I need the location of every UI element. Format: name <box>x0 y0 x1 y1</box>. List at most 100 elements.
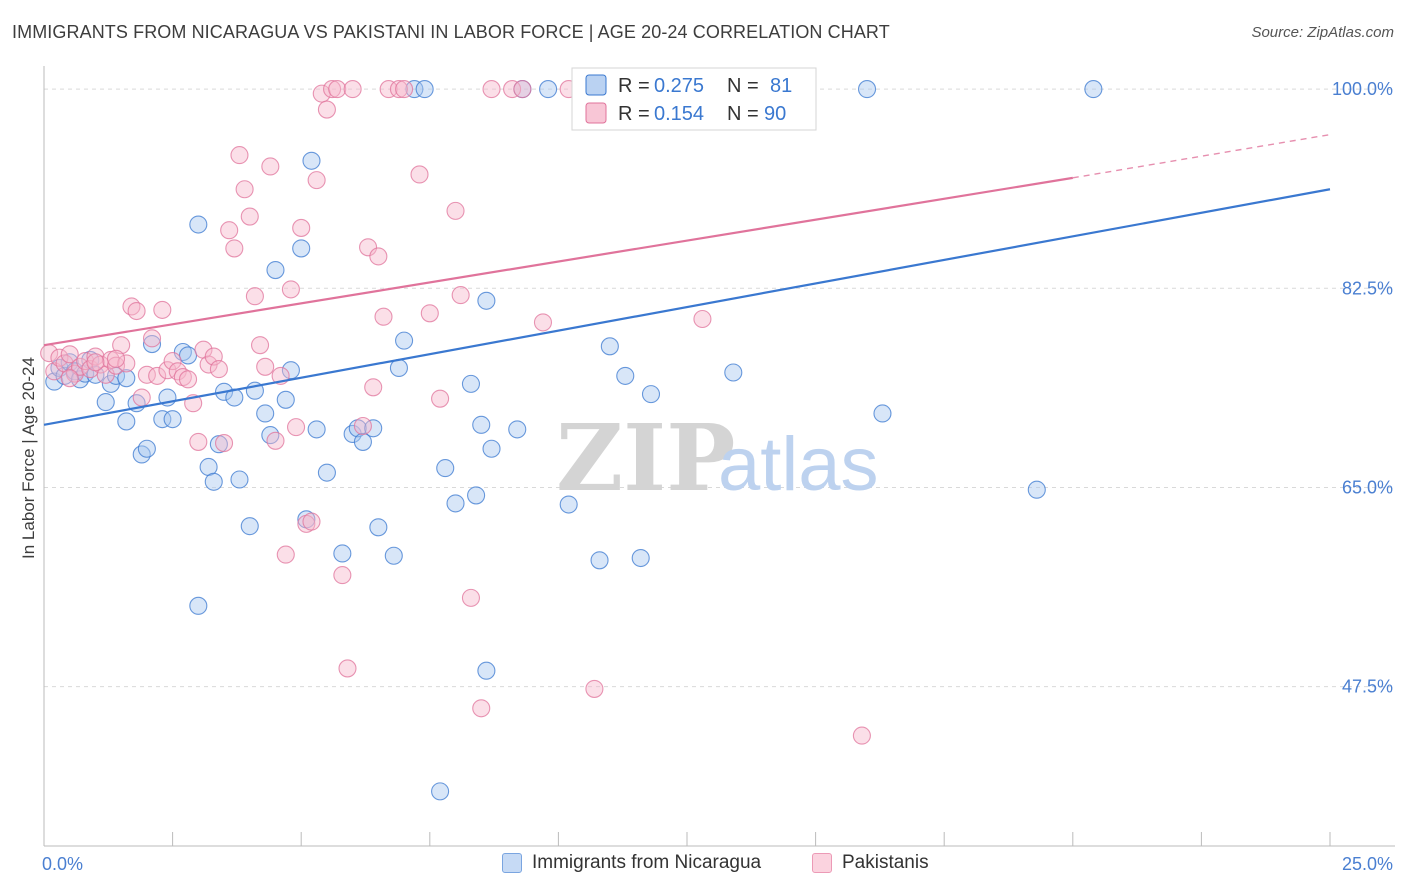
pakistani-point-59 <box>343 80 362 99</box>
nicaragua-trend-line <box>43 188 1331 426</box>
pakistani-point-36 <box>225 239 244 258</box>
nicaragua-point-35 <box>266 261 285 280</box>
nicaragua-point-49 <box>384 546 403 565</box>
nicaragua-point-41 <box>307 420 326 439</box>
pakistani-point-60 <box>353 416 372 436</box>
nicaragua-point-43 <box>333 544 352 563</box>
nicaragua-point-56 <box>446 494 465 513</box>
pakistani-point-85 <box>693 309 712 329</box>
pakistani-point-56 <box>328 80 347 99</box>
nicaragua-point-12 <box>117 369 136 388</box>
pakistani-point-2 <box>50 348 69 367</box>
pakistani-point-63 <box>369 247 388 266</box>
legend-swatch-pink <box>812 853 832 873</box>
pakistani-point-78 <box>533 313 553 332</box>
nicaragua-point-42 <box>317 463 336 482</box>
pakistani-point-29 <box>189 432 208 451</box>
nicaragua-point-36 <box>276 390 295 409</box>
pakistani-point-69 <box>420 304 439 323</box>
nicaragua-point-57 <box>461 374 481 393</box>
nicaragua-point-66 <box>559 495 578 514</box>
nicaragua-point-62 <box>482 439 501 458</box>
pakistani-point-52 <box>307 171 326 190</box>
pakistani-point-41 <box>250 336 270 355</box>
nicaragua-point-38 <box>292 239 311 258</box>
pakistani-point-27 <box>178 370 198 389</box>
pakistani-point-76 <box>503 80 522 99</box>
nicaragua-point-65 <box>539 80 558 99</box>
pakistani-point-72 <box>451 286 470 305</box>
stats-n-label-1: N = <box>727 75 759 97</box>
nicaragua-point-54 <box>431 782 450 801</box>
nicaragua-point-61 <box>477 291 496 310</box>
pakistani-point-33 <box>209 360 228 379</box>
pakistani-point-35 <box>220 221 239 240</box>
nicaragua-point-77 <box>857 80 877 99</box>
legend-swatch-blue <box>502 853 522 873</box>
legend-item-nicaragua[interactable]: Immigrants from Nicaragua <box>502 852 761 874</box>
pakistani-point-22 <box>153 300 172 319</box>
nicaragua-point-22 <box>178 346 198 365</box>
nicaragua-point-75 <box>724 363 743 382</box>
pakistani-point-38 <box>235 180 254 199</box>
x-tick-label-1: 25.0% <box>1342 854 1393 874</box>
nicaragua-point-79 <box>1027 480 1046 499</box>
nicaragua-point-20 <box>163 410 182 429</box>
nicaragua-point-71 <box>641 385 661 404</box>
pakistani-point-62 <box>364 378 383 397</box>
pakistani-point-24 <box>163 352 182 371</box>
pakistani-point-71 <box>446 201 465 220</box>
nicaragua-point-40 <box>302 151 321 170</box>
series-nicaragua-points <box>45 80 1103 801</box>
nicaragua-point-69 <box>616 366 635 385</box>
legend-item-pakistani[interactable]: Pakistanis <box>812 852 929 874</box>
pakistani-point-21 <box>148 366 167 385</box>
pakistani-point-15 <box>117 354 136 373</box>
x-tick-label-0: 0.0% <box>42 854 83 874</box>
nicaragua-point-31 <box>240 517 259 536</box>
legend-label-nicaragua: Immigrants from Nicaragua <box>532 852 762 873</box>
nicaragua-point-59 <box>472 415 491 434</box>
nicaragua-point-24 <box>189 596 208 615</box>
watermark-zip: ZIP <box>556 404 735 512</box>
y-tick-label-2: 82.5% <box>1342 278 1393 298</box>
pakistani-point-55 <box>323 80 342 99</box>
pakistani-trend-line <box>43 176 1073 347</box>
pakistani-point-89 <box>852 726 871 745</box>
nicaragua-point-67 <box>590 551 609 570</box>
stats-legend-box <box>571 67 817 131</box>
stats-legend-swatch-pink <box>585 102 607 124</box>
nicaragua-point-58 <box>467 486 486 505</box>
pakistani-point-88 <box>106 349 126 368</box>
stats-legend: R = 0.275 N = 81 R = 0.154 N = 90 <box>571 67 817 131</box>
stats-legend-swatch-blue <box>585 74 607 96</box>
watermark: ZIP atlas <box>556 404 879 512</box>
pakistani-point-87 <box>60 369 79 388</box>
nicaragua-point-55 <box>436 459 455 478</box>
stats-r-label-1: R = <box>618 75 650 97</box>
pakistani-point-37 <box>230 146 249 165</box>
nicaragua-point-60 <box>477 661 496 680</box>
nicaragua-point-0 <box>45 372 64 391</box>
pakistani-point-86 <box>86 353 105 372</box>
pakistani-point-58 <box>338 659 357 678</box>
pakistani-point-20 <box>142 329 162 348</box>
nicaragua-point-8 <box>86 365 105 384</box>
pakistani-point-14 <box>112 336 131 355</box>
stats-n-value-1: 81 <box>770 75 792 97</box>
watermark-atlas: atlas <box>718 422 879 507</box>
nicaragua-point-53 <box>415 80 434 99</box>
axes <box>43 66 1395 847</box>
pakistani-point-75 <box>482 80 501 99</box>
nicaragua-point-46 <box>353 432 372 451</box>
pakistani-point-67 <box>395 80 414 99</box>
nicaragua-point-68 <box>600 337 619 356</box>
pakistani-point-4 <box>60 345 79 364</box>
pakistani-point-73 <box>461 588 481 607</box>
y-tick-label-3: 100.0% <box>1332 79 1393 99</box>
pakistani-point-64 <box>374 307 393 326</box>
pakistani-point-42 <box>256 357 275 376</box>
nicaragua-point-78 <box>873 404 892 423</box>
pakistani-point-57 <box>333 566 352 585</box>
